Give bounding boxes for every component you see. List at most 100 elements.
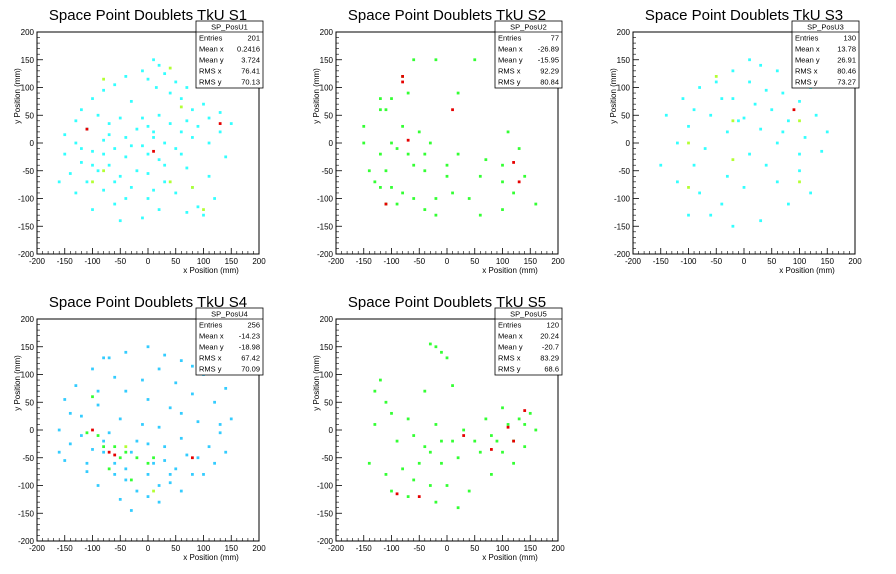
heatmap-bin: [135, 127, 139, 131]
heatmap-bin: [129, 144, 133, 148]
heatmap-bin: [523, 409, 527, 412]
y-tick-label: 0: [30, 139, 35, 148]
heatmap-bin: [152, 188, 155, 192]
y-tick-label: 150: [21, 56, 35, 65]
heatmap-bin: [517, 417, 521, 421]
chart-title: Space Point Doublets TkU S3: [645, 7, 843, 24]
stats-label: RMS x: [795, 67, 818, 76]
stats-label: Entries: [498, 321, 522, 330]
heatmap-bin: [367, 169, 371, 173]
chart-panel-2: Space Point Doublets TkU S2 -200 -150 -100 -…: [312, 7, 565, 275]
heatmap-bin: [714, 75, 718, 78]
heatmap-bin: [506, 423, 510, 426]
heatmap-bin: [102, 356, 105, 360]
heatmap-bin: [445, 356, 449, 360]
chart-title: Space Point Doublets TkU S5: [348, 294, 546, 311]
stats-label: Mean x: [199, 45, 224, 54]
stats-value: 80.84: [540, 78, 559, 87]
heatmap-bin: [692, 108, 696, 112]
heatmap-bin: [74, 119, 78, 123]
stats-label: RMS y: [199, 365, 222, 374]
heatmap-bin: [85, 470, 89, 474]
heatmap-bin: [423, 445, 427, 449]
y-tick-label: 200: [320, 315, 334, 324]
x-tick-label: 50: [767, 257, 776, 266]
chart-title: Space Point Doublets TkU S4: [49, 294, 247, 311]
heatmap-bin: [185, 453, 189, 457]
heatmap-bin: [775, 141, 779, 145]
stats-box: SP_PosU1 Entries 201 Mean x 0.2416 Mean y 3.72…: [195, 20, 264, 89]
heatmap-bin: [224, 155, 228, 159]
heatmap-bin: [152, 130, 155, 134]
heatmap-bin: [434, 197, 438, 200]
heatmap-bin: [395, 492, 399, 496]
heatmap-bin: [412, 197, 416, 200]
stats-value: -15.95: [538, 56, 559, 65]
heatmap-bin: [124, 478, 128, 482]
stats-value: 0.2416: [237, 45, 260, 54]
heatmap-bin: [107, 431, 111, 435]
heatmap-bin: [809, 191, 812, 195]
heatmap-bin: [74, 141, 78, 145]
heatmap-bin: [478, 174, 482, 178]
y-tick-label: -150: [18, 222, 35, 231]
x-tick-label: -200: [328, 257, 345, 266]
heatmap-bin: [163, 353, 167, 357]
heatmap-bin: [196, 456, 200, 460]
stats-value: -20.7: [542, 343, 559, 352]
heatmap-bin: [157, 425, 161, 429]
heatmap-bin: [373, 389, 377, 393]
stats-value: 20.24: [540, 332, 559, 341]
heatmap-bin: [118, 219, 122, 223]
heatmap-bin: [523, 174, 527, 178]
stats-value: 67.42: [241, 354, 260, 363]
y-tick-label: -150: [317, 509, 334, 518]
heatmap-bin: [207, 116, 211, 120]
stats-value: 256: [247, 321, 260, 330]
heatmap-bin: [68, 172, 72, 175]
heatmap-bin: [495, 439, 499, 443]
heatmap-bin: [80, 108, 83, 112]
y-tick-label: 50: [324, 111, 333, 120]
heatmap-bin: [218, 122, 222, 125]
heatmap-bin: [229, 417, 233, 421]
heatmap-bin: [179, 359, 183, 363]
heatmap-bin: [213, 461, 216, 465]
x-tick-label: 100: [496, 544, 510, 553]
stats-value: 80.46: [837, 67, 856, 76]
stats-label: RMS x: [498, 354, 521, 363]
heatmap-bin: [102, 450, 105, 454]
stats-value: 77: [551, 34, 559, 43]
heatmap-bin: [102, 88, 105, 92]
heatmap-bin: [362, 141, 366, 145]
heatmap-bin: [91, 97, 94, 100]
heatmap-bin: [440, 461, 443, 465]
heatmap-bin: [434, 58, 438, 62]
heatmap-bin: [820, 149, 824, 153]
heatmap-bin: [401, 124, 404, 128]
heatmap-bin: [787, 202, 790, 206]
y-tick-label: 100: [21, 84, 35, 93]
heatmap-bin: [451, 384, 454, 387]
heatmap-bin: [406, 417, 410, 421]
heatmap-bin: [659, 163, 663, 167]
heatmap-bin: [218, 423, 222, 426]
heatmap-bin: [473, 439, 477, 443]
heatmap-bin: [428, 342, 432, 346]
y-tick-label: 0: [329, 426, 334, 435]
stats-label: Mean x: [199, 332, 224, 341]
heatmap-bin: [168, 66, 172, 70]
x-tick-label: 200: [551, 257, 565, 266]
heatmap-bin: [80, 161, 83, 164]
y-tick-label: -200: [18, 250, 35, 259]
heatmap-bin: [207, 141, 211, 145]
heatmap-bin: [687, 124, 690, 128]
heatmap-bin: [218, 130, 222, 134]
heatmap-bin: [107, 122, 111, 125]
heatmap-bin: [395, 147, 399, 150]
y-tick-label: -200: [317, 250, 334, 259]
heatmap-bin: [664, 113, 668, 117]
y-tick-label: 100: [21, 371, 35, 380]
heatmap-bin: [102, 445, 105, 449]
heatmap-bin: [80, 147, 83, 150]
